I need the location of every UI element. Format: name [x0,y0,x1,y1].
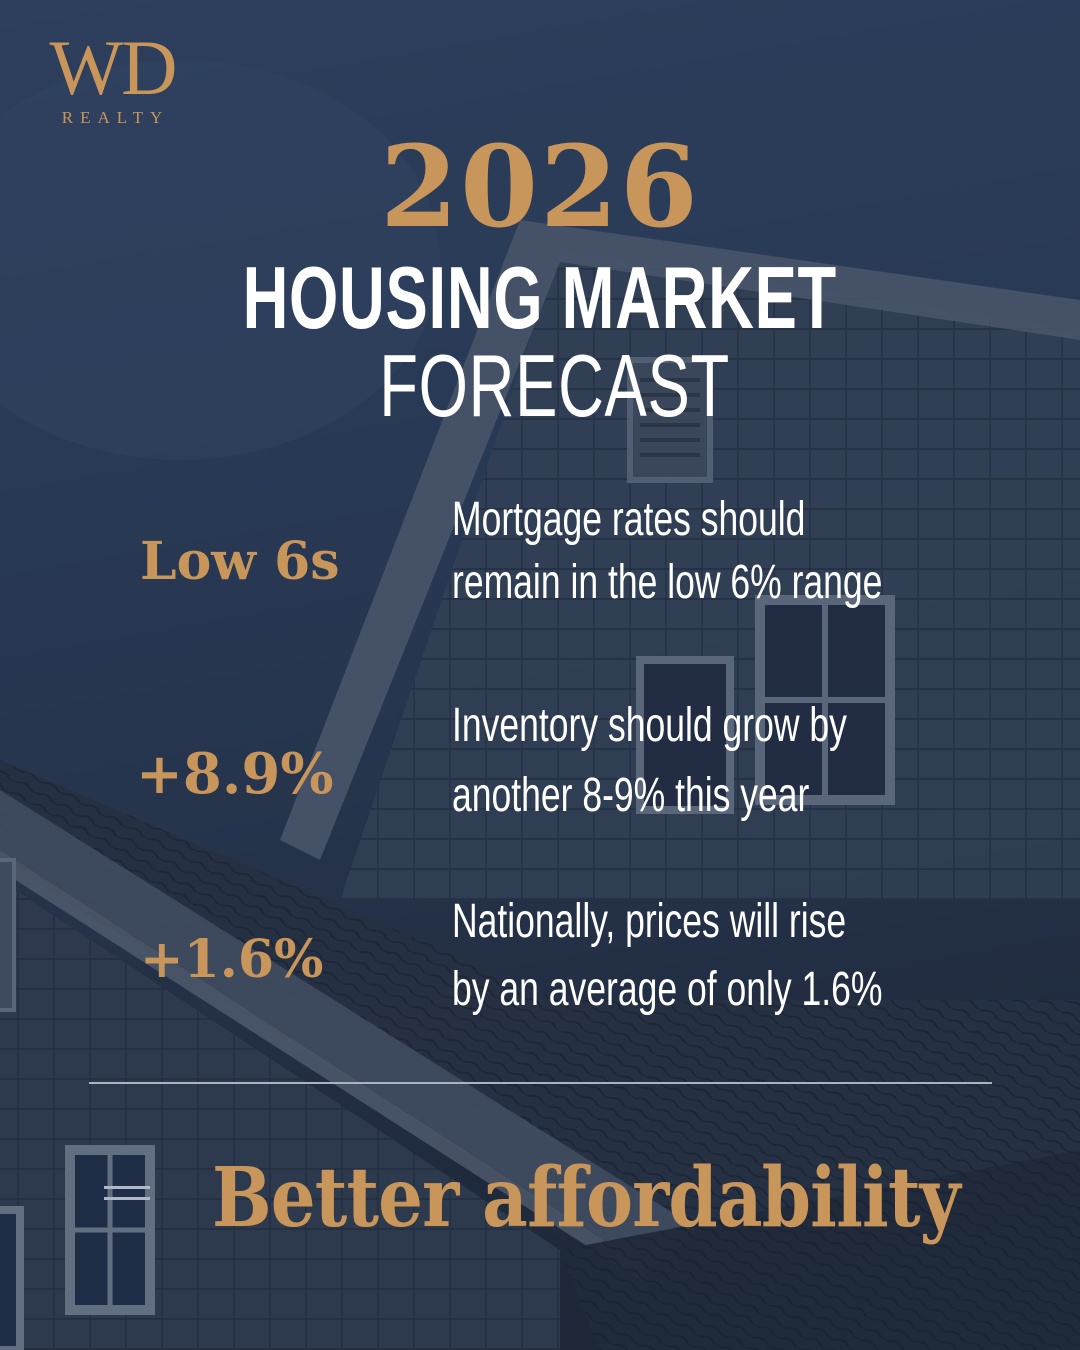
stat-description-line2: another 8-9% this year [452,769,810,822]
divider-line [89,1082,992,1084]
logo-mark: WD [49,24,178,111]
title-year: 2026 [380,122,700,253]
stat-value: +1.6% [140,929,324,990]
stat-value: +8.9% [136,741,334,807]
title-main: HOUSING MARKET [0,252,1080,344]
title-sub: FORECAST [0,340,1080,432]
title-sub-text: FORECAST [379,336,731,435]
brand-logo: WD REALTY [40,24,185,128]
stat-description-line2: by an average of only 1.6% [452,963,883,1016]
title-main-text: HOUSING MARKET [242,248,838,347]
logo-subtitle: REALTY [61,108,170,127]
stat-value: Low 6s [140,531,340,592]
conclusion-text: Better affordability [212,1150,961,1246]
stat-description-line1: Nationally, prices will rise [452,895,847,948]
stat-description-line1: Mortgage rates should [452,493,806,546]
stat-description-line1: Inventory should grow by [452,699,847,752]
equals-icon [104,1186,150,1200]
stat-description-line2: remain in the low 6% range [452,556,883,609]
